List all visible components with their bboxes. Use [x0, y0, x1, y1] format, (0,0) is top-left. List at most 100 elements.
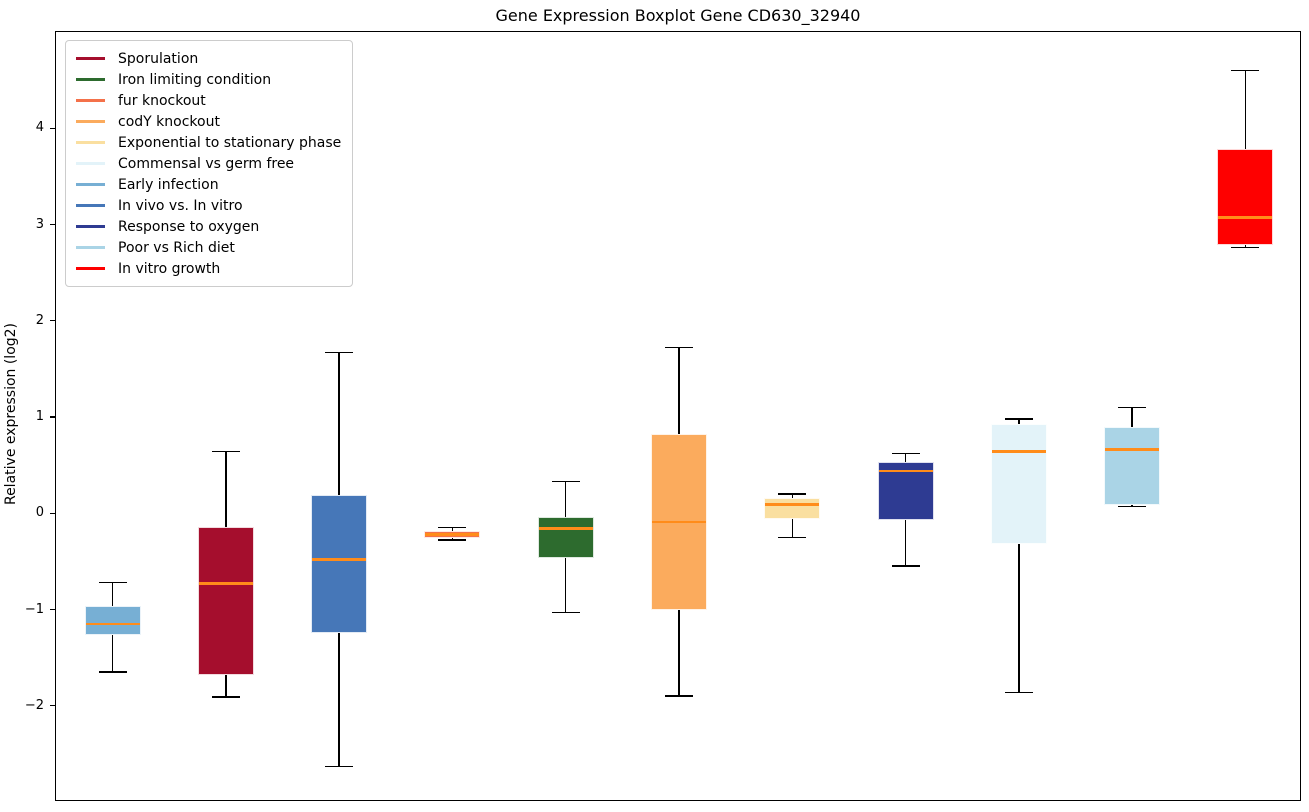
legend-swatch-fur-knockout	[76, 99, 105, 102]
lower-whisker-cap-iron-limiting-condition	[551, 611, 580, 614]
upper-whisker-fur-knockout	[451, 527, 454, 531]
legend-label: Response to oxygen	[118, 218, 260, 235]
legend-item-sporulation: Sporulation	[76, 48, 341, 69]
upper-whisker-cap-commensal-vs-germ-free	[1004, 418, 1033, 420]
box-sporulation	[197, 526, 254, 675]
box-in-vivo-vs-in-vitro	[311, 494, 368, 633]
median-line-poor-vs-rich-diet	[1105, 448, 1160, 452]
lower-whisker-cap-response-to-oxygen	[891, 565, 920, 567]
median-line-sporulation	[198, 582, 253, 585]
lower-whisker-cap-exponential-to-stationary-phase	[778, 536, 807, 539]
upper-whisker-commensal-vs-germ-free	[1018, 418, 1020, 424]
legend-item-exponential-to-stationary-phase: Exponential to stationary phase	[76, 132, 341, 153]
upper-whisker-early-infection	[111, 582, 114, 606]
lower-whisker-cap-cody-knockout	[665, 695, 693, 697]
y-axis-tick-label: −2	[24, 697, 44, 713]
upper-whisker-cap-cody-knockout	[665, 346, 693, 349]
legend-label: In vivo vs. In vitro	[118, 197, 243, 214]
lower-whisker-cap-in-vitro-growth	[1231, 246, 1260, 249]
legend-label: fur knockout	[118, 92, 206, 109]
legend-label: Commensal vs germ free	[118, 155, 295, 172]
upper-whisker-response-to-oxygen	[904, 453, 907, 463]
y-axis-tick-label: 2	[35, 312, 44, 328]
upper-whisker-in-vivo-vs-in-vitro	[338, 352, 340, 495]
legend-item-commensal-vs-germ-free: Commensal vs germ free	[76, 153, 341, 174]
y-axis-tick-mark	[50, 705, 55, 707]
legend: Sporulation Iron limiting condition fur kn…	[65, 40, 354, 287]
lower-whisker-fur-knockout	[451, 538, 454, 541]
y-axis-tick-mark	[50, 608, 55, 611]
lower-whisker-in-vivo-vs-in-vitro	[338, 632, 340, 767]
box-early-infection	[84, 605, 141, 636]
median-line-in-vivo-vs-in-vitro	[312, 558, 367, 561]
lower-whisker-exponential-to-stationary-phase	[791, 519, 794, 538]
median-line-cody-knockout	[652, 520, 706, 524]
upper-whisker-cap-response-to-oxygen	[891, 452, 920, 455]
y-axis-tick-mark	[50, 320, 55, 322]
legend-swatch-cody-knockout	[76, 120, 105, 123]
legend-swatch-iron-limiting-condition	[76, 78, 105, 81]
legend-swatch-in-vitro-growth	[76, 267, 105, 270]
legend-swatch-response-to-oxygen	[76, 225, 105, 228]
lower-whisker-cap-sporulation	[211, 696, 240, 698]
upper-whisker-cap-fur-knockout	[438, 526, 467, 529]
y-axis-tick-mark	[50, 127, 55, 129]
lower-whisker-sporulation	[225, 674, 227, 698]
legend-item-poor-vs-rich-diet: Poor vs Rich diet	[76, 237, 341, 258]
upper-whisker-cap-poor-vs-rich-diet	[1118, 406, 1147, 409]
legend-item-response-to-oxygen: Response to oxygen	[76, 216, 341, 237]
upper-whisker-cap-in-vitro-growth	[1231, 69, 1260, 72]
lower-whisker-iron-limiting-condition	[564, 558, 567, 613]
median-line-exponential-to-stationary-phase	[765, 503, 820, 506]
upper-whisker-cap-iron-limiting-condition	[551, 480, 580, 483]
legend-swatch-sporulation	[76, 57, 105, 60]
upper-whisker-cap-exponential-to-stationary-phase	[778, 493, 807, 495]
lower-whisker-cap-commensal-vs-germ-free	[1004, 691, 1033, 694]
upper-whisker-cap-early-infection	[98, 581, 127, 584]
y-axis-tick-label: 1	[35, 409, 44, 424]
legend-label: Exponential to stationary phase	[118, 134, 342, 151]
y-axis-tick-label: 3	[35, 216, 44, 232]
legend-swatch-exponential-to-stationary-phase	[76, 141, 105, 144]
box-in-vitro-growth	[1217, 149, 1274, 245]
lower-whisker-poor-vs-rich-diet	[1131, 504, 1133, 507]
lower-whisker-cap-fur-knockout	[438, 539, 467, 541]
legend-item-iron-limiting-condition: Iron limiting condition	[76, 69, 341, 90]
upper-whisker-cap-sporulation	[211, 450, 240, 453]
median-line-in-vitro-growth	[1218, 216, 1273, 220]
legend-item-in-vivo-vs-in-vitro: In vivo vs. In vitro	[76, 195, 341, 216]
upper-whisker-poor-vs-rich-diet	[1131, 407, 1133, 427]
legend-swatch-in-vivo-vs-in-vitro	[76, 204, 105, 207]
box-exponential-to-stationary-phase	[764, 497, 821, 520]
y-axis-tick-mark	[50, 512, 55, 514]
y-axis-tick-mark	[50, 416, 55, 418]
lower-whisker-early-infection	[111, 635, 114, 673]
y-axis-tick-label: 0	[35, 505, 44, 521]
legend-swatch-commensal-vs-germ-free	[76, 162, 105, 165]
legend-swatch-early-infection	[76, 183, 105, 186]
legend-label: Poor vs Rich diet	[118, 239, 235, 256]
upper-whisker-iron-limiting-condition	[564, 481, 567, 518]
legend-swatch-poor-vs-rich-diet	[76, 246, 105, 249]
box-iron-limiting-condition	[537, 517, 594, 559]
legend-label: Iron limiting condition	[118, 71, 272, 88]
median-line-iron-limiting-condition	[538, 527, 593, 530]
upper-whisker-cap-in-vivo-vs-in-vitro	[325, 351, 354, 354]
lower-whisker-cap-early-infection	[98, 671, 127, 673]
legend-item-early-infection: Early infection	[76, 174, 341, 195]
legend-label: codY knockout	[118, 113, 220, 130]
upper-whisker-in-vitro-growth	[1244, 70, 1247, 150]
upper-whisker-sporulation	[225, 451, 227, 527]
legend-label: Sporulation	[118, 50, 199, 67]
median-line-commensal-vs-germ-free	[991, 450, 1046, 453]
lower-whisker-cap-poor-vs-rich-diet	[1118, 505, 1147, 508]
lower-whisker-in-vitro-growth	[1244, 244, 1247, 248]
box-poor-vs-rich-diet	[1104, 426, 1161, 505]
y-axis-tick-label: −1	[24, 601, 44, 617]
lower-whisker-response-to-oxygen	[904, 519, 907, 567]
upper-whisker-cody-knockout	[678, 347, 680, 435]
median-line-response-to-oxygen	[878, 469, 933, 473]
median-line-early-infection	[85, 622, 140, 626]
plot-area: Sporulation Iron limiting condition fur kn…	[25, 31, 1301, 801]
